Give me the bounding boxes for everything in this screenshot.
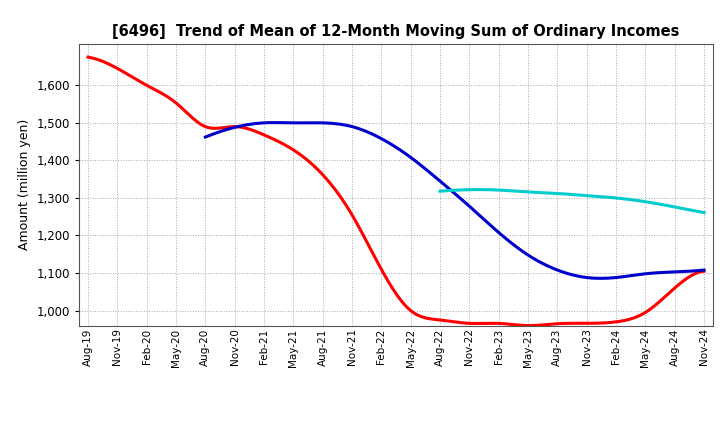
Title: [6496]  Trend of Mean of 12-Month Moving Sum of Ordinary Incomes: [6496] Trend of Mean of 12-Month Moving …	[112, 24, 680, 39]
Y-axis label: Amount (million yen): Amount (million yen)	[18, 119, 31, 250]
